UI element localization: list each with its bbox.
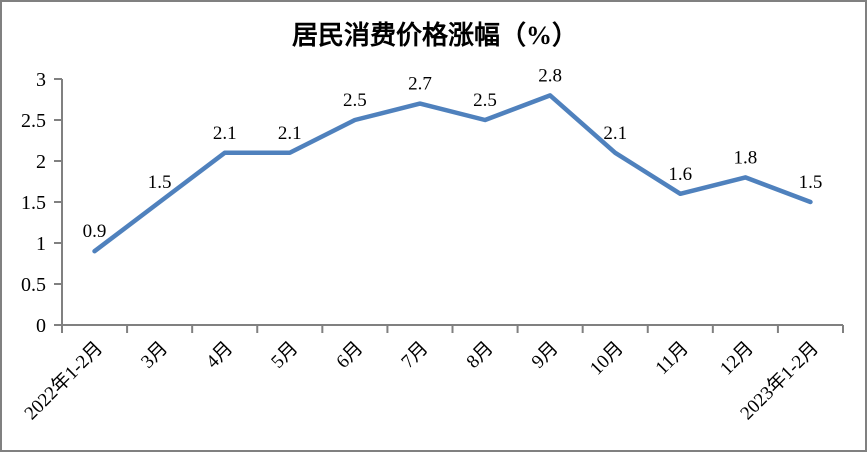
data-point-label: 2.1	[213, 123, 237, 144]
x-tick-label: 8月	[463, 338, 498, 373]
x-tick-label: 12月	[716, 338, 758, 380]
x-axis: 2022年1-2月 3月 4月 5月 6月 7月 8月 9月 10月 11月 12月2023年1-2…	[20, 324, 844, 424]
data-labels: 0.9 1.5 2.1 2.1 2.5 2.7 2.5 2.8 2.1 1.6 1.8 1.5	[83, 65, 823, 242]
x-tick-label: 7月	[397, 338, 432, 373]
y-tick-label: 1	[36, 233, 46, 255]
x-tick-label: 9月	[528, 338, 563, 373]
data-point-label: 2.8	[538, 65, 562, 86]
series-polyline	[92, 93, 813, 254]
x-tick-label: 10月	[586, 338, 628, 380]
line-series	[92, 93, 813, 254]
y-tick-label: 1.5	[21, 192, 46, 214]
x-tick-label: 5月	[267, 338, 302, 373]
data-point-label: 2.1	[278, 123, 302, 144]
y-tick-label: 0	[36, 315, 46, 337]
y-tick-label: 3	[36, 69, 46, 91]
data-point-label: 1.6	[668, 164, 692, 185]
x-tick-label: 6月	[332, 338, 367, 373]
data-point-label: 2.5	[343, 90, 367, 111]
data-point-label: 0.9	[83, 221, 107, 242]
data-point-label: 2.7	[408, 74, 432, 95]
data-point-label: 2.1	[603, 123, 627, 144]
data-point-label: 1.5	[148, 172, 172, 193]
data-point-label: 1.8	[734, 147, 758, 168]
y-tick-label: 0.5	[21, 274, 46, 296]
data-point-label: 1.5	[799, 172, 823, 193]
y-axis: 0 0.5 1 1.5 2 2.5 3	[21, 69, 63, 337]
x-tick-label: 3月	[137, 338, 172, 373]
x-tick-label: 4月	[202, 338, 237, 373]
x-tick-label: 2022年1-2月	[20, 337, 107, 424]
y-tick-label: 2.5	[21, 110, 46, 132]
x-tick-label: 11月	[652, 338, 693, 379]
y-tick-label: 2	[36, 151, 46, 173]
data-point-label: 2.5	[473, 90, 497, 111]
chart-title: 居民消费价格涨幅（%）	[292, 20, 578, 50]
